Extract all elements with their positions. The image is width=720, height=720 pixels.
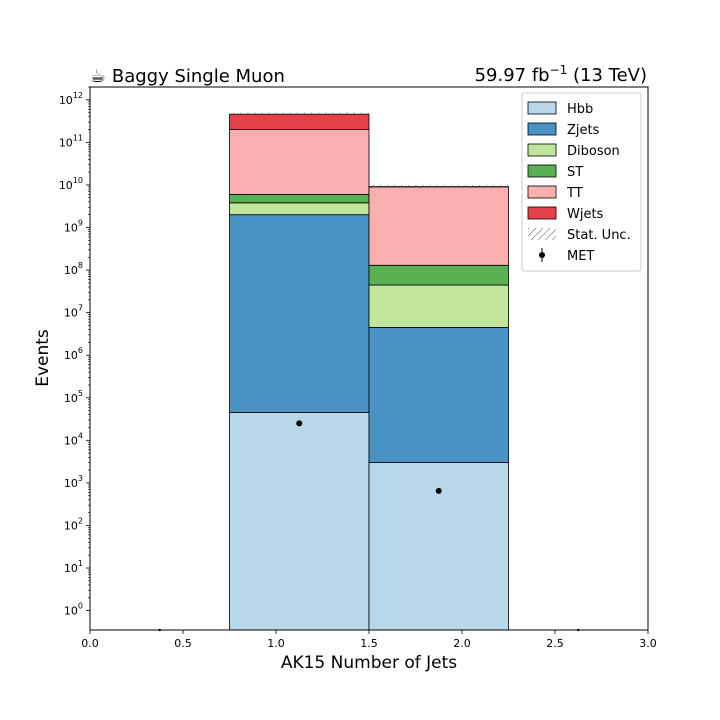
- y-tick-label-12: 1012: [59, 91, 83, 107]
- data-points: [158, 420, 580, 632]
- legend-swatch-wjets: [527, 206, 557, 220]
- x-tick-label-6: 3.0: [639, 637, 657, 650]
- y-tick-label-1: 101: [64, 559, 83, 575]
- y-tick-label-2: 102: [64, 516, 83, 532]
- bar-wjets-bin-1: [229, 113, 370, 130]
- legend-label-wjets: Wjets: [567, 207, 604, 222]
- stat-unc-bin-2: [369, 185, 509, 189]
- y-axis-ticks: 100 101 102 103 104 105 106 107 108 109 1010 1011 10…: [59, 86, 90, 618]
- bar-zjets-bin-2: [368, 326, 509, 463]
- y-tick-label-0: 100: [64, 602, 83, 618]
- y-tick-label-4: 104: [64, 431, 83, 447]
- x-tick-label-1: 0.5: [174, 637, 192, 650]
- bar-hbb-bin-2: [368, 462, 509, 631]
- y-tick-label-6: 106: [64, 346, 83, 362]
- y-tick-label-11: 1011: [59, 133, 83, 149]
- bar-diboson-bin-1: [229, 202, 370, 216]
- legend-box: [521, 92, 642, 272]
- bar-st-bin-2: [368, 264, 509, 286]
- y-axis-label: Events: [33, 329, 53, 387]
- legend-swatch-stat-unc: [528, 228, 556, 240]
- x-tick-label-5: 2.5: [546, 637, 564, 650]
- chart-title-right: 59.97 fb−1 (13 TeV): [475, 63, 647, 86]
- y-tick-label-3: 103: [64, 474, 83, 490]
- bar-tt-bin-2: [368, 186, 509, 266]
- legend-label-st: ST: [567, 165, 583, 180]
- bar-st-bin-1: [229, 193, 370, 204]
- x-axis-label: AK15 Number of Jets: [281, 653, 457, 673]
- legend-marker-met: [539, 252, 545, 258]
- y-tick-label-5: 105: [64, 389, 83, 405]
- x-tick-label-2: 1.0: [267, 637, 285, 650]
- legend-swatch-zjets: [527, 122, 557, 136]
- y-tick-label-7: 107: [64, 304, 83, 320]
- legend-swatch-hbb: [527, 101, 557, 115]
- x-tick-label-4: 2.0: [453, 637, 471, 650]
- stat-unc-bin-1: [229, 112, 369, 116]
- x-axis-ticks: 0.0 0.5 1.0 1.5 2.0 2.5 3.0: [81, 630, 657, 650]
- stacked-bars: [229, 113, 509, 631]
- legend-swatch-st: [527, 164, 557, 178]
- legend-label-stat-unc: Stat. Unc.: [567, 228, 631, 243]
- stat-unc-band: [229, 112, 509, 189]
- y-tick-label-8: 108: [64, 261, 83, 277]
- y-tick-label-10: 1010: [59, 176, 83, 192]
- legend-label-diboson: Diboson: [567, 144, 620, 159]
- legend-label-tt: TT: [566, 186, 583, 201]
- legend-label-met: MET: [567, 249, 594, 264]
- data-point-2: [435, 487, 442, 494]
- bar-hbb-bin-1: [229, 412, 370, 631]
- legend-label-zjets: Zjets: [567, 123, 600, 138]
- bar-tt-bin-1: [229, 129, 370, 195]
- bar-diboson-bin-2: [368, 284, 509, 328]
- x-tick-label-0: 0.0: [81, 637, 99, 650]
- legend-swatch-diboson: [527, 143, 557, 157]
- x-tick-label-3: 1.5: [360, 637, 378, 650]
- data-point-1: [296, 420, 303, 427]
- chart-title-left: ☕ Baggy Single Muon: [90, 66, 285, 87]
- legend: Hbb Zjets Diboson ST TT Wjets Stat. Unc. MET: [521, 92, 642, 272]
- legend-label-hbb: Hbb: [567, 102, 593, 117]
- legend-swatch-tt: [527, 185, 557, 199]
- bar-zjets-bin-1: [229, 214, 370, 413]
- y-tick-label-9: 109: [64, 219, 83, 235]
